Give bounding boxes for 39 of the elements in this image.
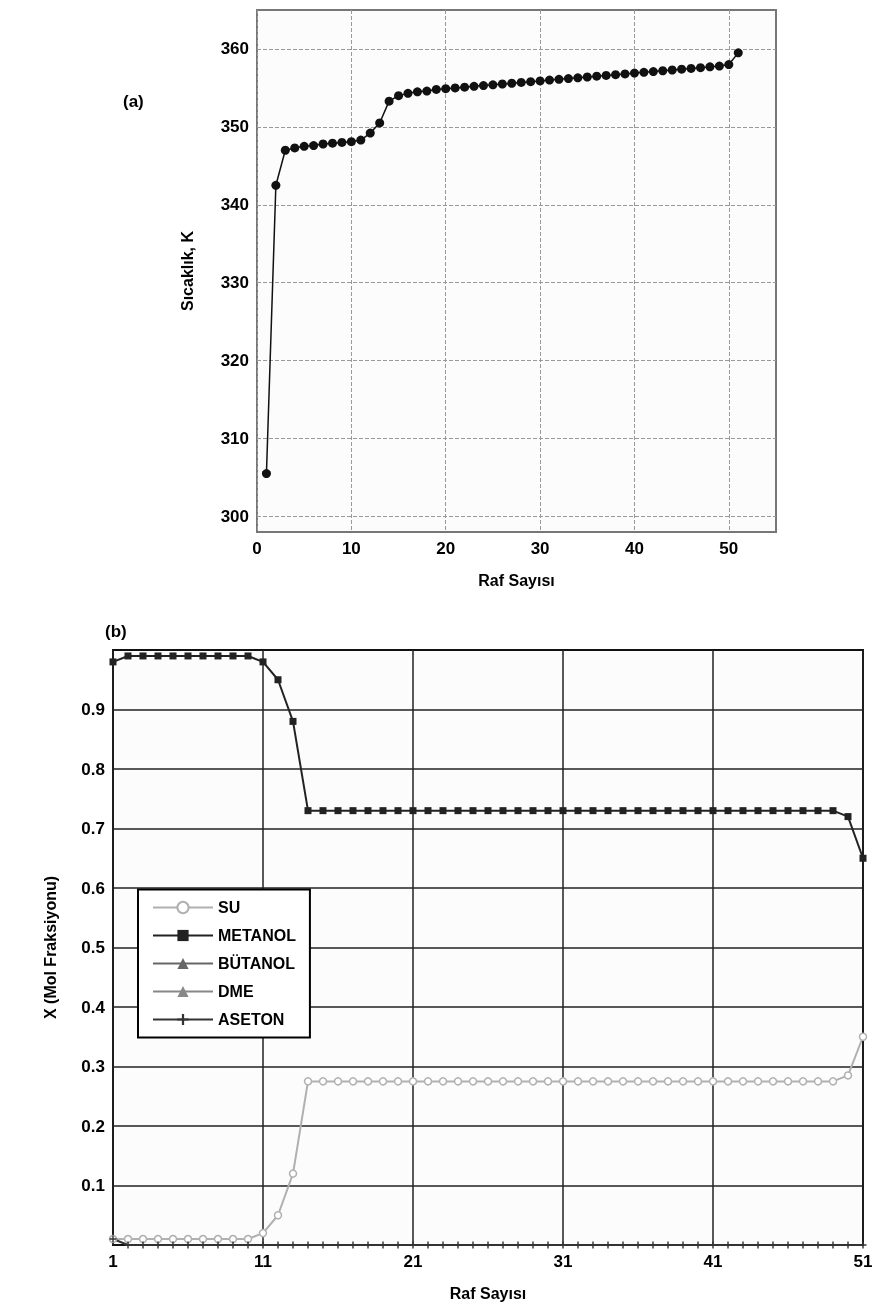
y-tick-label: 0.8 <box>81 759 105 779</box>
y-tick-label: 0.5 <box>81 938 105 957</box>
y-tick-label: 0.7 <box>81 819 105 838</box>
y-tick-label: 350 <box>220 117 249 137</box>
x-tick-label: 40 <box>624 539 644 558</box>
x-tick-label: 31 <box>553 1252 573 1271</box>
y-tick-label: 0.2 <box>81 1116 105 1136</box>
x-tick-label: 51 <box>853 1252 873 1271</box>
legend-label: BÜTANOL <box>218 954 296 972</box>
x-tick-label: 50 <box>719 539 739 558</box>
y-axis-title: X (Mol Fraksiyonu) <box>41 875 59 1020</box>
chart-title: (b) <box>105 622 127 641</box>
y-axis-title: Sıcaklık, K <box>178 230 196 312</box>
y-tick-label: 300 <box>220 506 249 526</box>
x-tick-label: 21 <box>403 1252 423 1271</box>
y-tick-label: 0.6 <box>81 878 105 898</box>
y-tick-label: 360 <box>220 39 249 59</box>
x-axis-title: Raf Sayısı <box>478 571 555 589</box>
y-tick-label: 0.1 <box>81 1176 105 1195</box>
legend-label: SU <box>218 899 241 916</box>
x-tick-label: 11 <box>254 1252 272 1271</box>
x-tick-label: 41 <box>703 1252 723 1271</box>
y-tick-label: 0.3 <box>81 1057 105 1076</box>
legend-label: METANOL <box>218 927 297 944</box>
x-tick-label: 10 <box>341 539 361 558</box>
y-tick-label: 330 <box>220 273 249 293</box>
y-tick-label: 320 <box>220 351 249 371</box>
y-tick-label: 0.4 <box>81 997 106 1017</box>
x-tick-label: 0 <box>252 539 262 558</box>
x-tick-label: 1 <box>108 1252 118 1271</box>
y-tick-label: 340 <box>220 195 249 215</box>
y-tick-label: 0.9 <box>81 700 105 719</box>
text: (a) <box>123 92 144 111</box>
x-tick-label: 30 <box>530 539 550 558</box>
legend-label: DME <box>218 983 254 1000</box>
legend-label: ASETON <box>218 1011 285 1028</box>
x-tick-label: 20 <box>436 539 456 558</box>
y-tick-label: 310 <box>220 429 249 449</box>
x-axis-title: Raf Sayısı <box>449 1284 527 1302</box>
